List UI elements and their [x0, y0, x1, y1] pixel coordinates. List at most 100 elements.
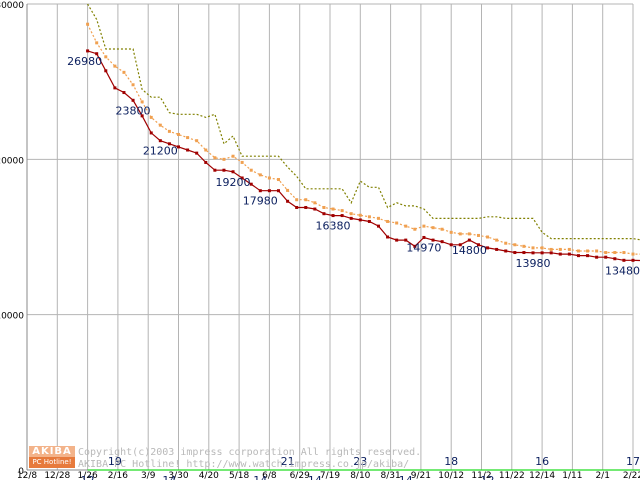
x-tick-label: 2/22 [623, 471, 640, 480]
min_price-point [595, 255, 599, 259]
avg_price-point [486, 235, 490, 239]
avg_price-line [87, 23, 640, 255]
avg_price-point [267, 176, 271, 180]
min_price-point [349, 216, 353, 220]
x-tick-label: 1/11 [562, 471, 582, 480]
avg_price-point [258, 173, 262, 177]
min_price-point [622, 258, 626, 262]
avg_price-point [440, 227, 444, 231]
min_price-point [613, 257, 617, 261]
avg_price-point [576, 249, 580, 253]
avg_price-point [140, 100, 144, 104]
avg_price-point [622, 251, 626, 255]
avg_price-point [231, 154, 235, 158]
min_price-point [86, 49, 90, 53]
avg_price-point [340, 209, 344, 213]
x-tick-label: 6/8 [262, 471, 277, 480]
x-tick-label: 3/9 [141, 471, 156, 480]
min_price-point [286, 199, 290, 203]
min_price-point [413, 244, 417, 248]
avg_price-point [504, 241, 508, 245]
logo-bottom-text: PC Hotline! [29, 457, 75, 468]
x-tick-label: 12/8 [17, 471, 37, 480]
min_price-point [586, 254, 590, 258]
min_price-point [295, 205, 299, 209]
avg_price-point [349, 212, 353, 216]
min_price-point [558, 252, 562, 256]
avg_price-point [513, 243, 517, 247]
avg_price-point [86, 22, 90, 26]
avg_price-point [395, 221, 399, 225]
series-max_price [87, 3, 640, 241]
avg_price-point [195, 139, 199, 143]
min_price-point [313, 207, 317, 211]
min_price-data-label: 13480 [605, 265, 640, 278]
y-tick-label: 10000 [0, 312, 24, 322]
grid [26, 3, 634, 471]
min_price-point [104, 69, 108, 73]
min_price-point [122, 91, 126, 95]
min_price-point [149, 131, 153, 135]
avg_price-point [131, 83, 135, 87]
min_price-point [440, 240, 444, 244]
x-tick-label: 8/31 [380, 471, 400, 480]
x-tick-label: 7/19 [320, 471, 340, 480]
min_price-point [340, 214, 344, 218]
min_price-point [431, 238, 435, 242]
min_price-point [177, 145, 180, 149]
min_price-data-label: 17980 [243, 195, 278, 208]
min_price-data-label: 19200 [216, 176, 251, 189]
x-axis-ticks: 12/8 12/28 1/26 2/16 3/9 3/30 4/20 5/18 6/8 6/29 7… [17, 471, 640, 480]
avg_price-point [558, 247, 562, 251]
y-tick-label: 0 [18, 467, 24, 477]
min_price-point [395, 238, 399, 242]
avg_price-point [386, 219, 390, 223]
avg_price-point [595, 249, 599, 253]
avg_price-point [358, 213, 362, 217]
x-tick-label: 9/21 [411, 471, 431, 480]
shop_count-data-label: 12 [481, 474, 495, 480]
min_price-point [195, 151, 199, 155]
min_price-point [267, 189, 271, 193]
shop_count-data-label: 17 [626, 455, 640, 468]
avg_price-point [495, 238, 499, 242]
y-tick-label: 30000 [0, 1, 24, 11]
avg_price-point [549, 247, 553, 251]
shop_count-data-label: 16 [535, 455, 549, 468]
min_price-point [367, 219, 371, 223]
min_price-point [140, 114, 144, 118]
avg_price-point [540, 246, 544, 250]
avg_price-point [567, 247, 571, 251]
min_price-point [376, 224, 380, 228]
x-tick-label: 11/22 [499, 471, 525, 480]
min_price-point [458, 243, 462, 247]
avg_price-point [149, 115, 153, 119]
min_price-point [467, 238, 471, 242]
x-tick-label: 10/12 [438, 471, 464, 480]
avg_price-point [122, 70, 126, 74]
min_price-point [322, 212, 326, 216]
avg_price-point [458, 232, 462, 236]
max_price-line [87, 3, 640, 241]
min_price-point [386, 235, 390, 239]
avg_price-point [586, 249, 590, 253]
min_price-point [186, 148, 190, 152]
min_price-point [576, 254, 580, 258]
x-tick-label: 4/20 [199, 471, 219, 480]
avg_price-point [95, 41, 99, 45]
min_price-point [167, 142, 171, 146]
akiba-logo: AKIBA PC Hotline! [29, 446, 75, 468]
avg_price-point [222, 157, 226, 161]
y-axis-ticks: 0 10000 20000 30000 [0, 1, 24, 477]
x-tick-label: 5/18 [229, 471, 249, 480]
avg_price-point [304, 198, 308, 202]
series-avg_price [86, 22, 640, 256]
min_price-data-label: 16380 [316, 220, 351, 233]
avg_price-point [295, 198, 299, 202]
avg_price-point [186, 136, 190, 140]
avg_price-point [276, 178, 280, 182]
x-tick-label: 12/28 [44, 471, 70, 480]
min_price-point [513, 251, 517, 255]
x-tick-label: 2/16 [108, 471, 128, 480]
